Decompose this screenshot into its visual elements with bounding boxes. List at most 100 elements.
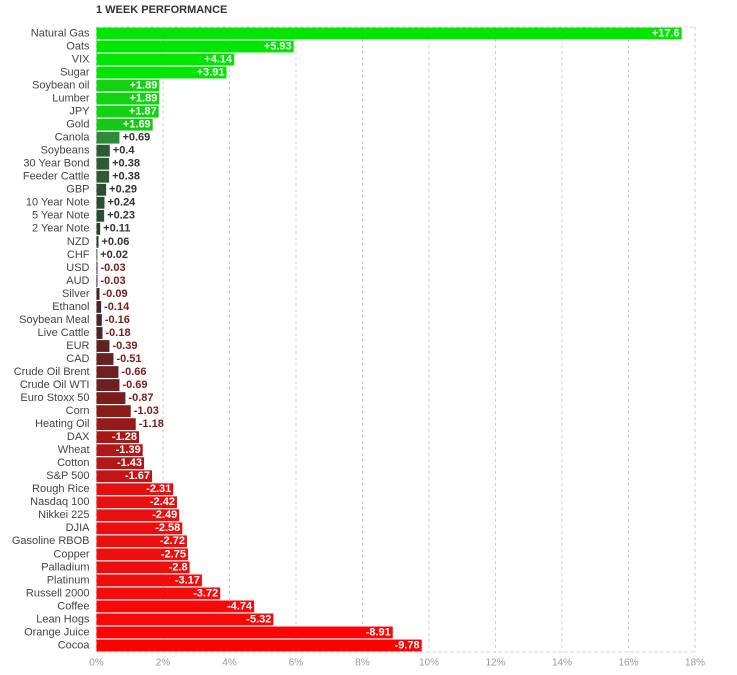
y-tick-label: EUR bbox=[66, 340, 89, 352]
bar bbox=[96, 144, 110, 157]
x-tick-label: 18% bbox=[685, 658, 705, 669]
bar bbox=[96, 366, 119, 378]
x-tick-label: 2% bbox=[156, 658, 171, 669]
value-label: -0.87 bbox=[128, 392, 153, 404]
value-label: -8.91 bbox=[366, 626, 391, 638]
bar bbox=[96, 235, 99, 248]
y-tick-label: GBP bbox=[66, 184, 89, 196]
y-tick-label: S&P 500 bbox=[46, 470, 89, 482]
value-label: -0.51 bbox=[116, 353, 141, 365]
bar bbox=[96, 196, 105, 209]
bar bbox=[96, 327, 103, 339]
y-tick-label: Crude Oil Brent bbox=[14, 366, 90, 378]
value-label: -2.75 bbox=[161, 548, 186, 560]
bar bbox=[96, 444, 143, 457]
y-tick-label: USD bbox=[66, 262, 89, 274]
y-tick-label: Silver bbox=[62, 288, 90, 300]
value-label: -2.49 bbox=[152, 509, 177, 521]
y-tick-label: Crude Oil WTI bbox=[20, 379, 90, 391]
value-label: -1.39 bbox=[116, 444, 141, 456]
y-tick-label: Soybean oil bbox=[32, 80, 90, 92]
bar bbox=[96, 274, 98, 287]
y-tick-label: Copper bbox=[53, 548, 89, 560]
value-label: -1.18 bbox=[139, 418, 164, 430]
x-tick-label: 12% bbox=[485, 658, 505, 669]
value-label: +1.89 bbox=[129, 93, 157, 105]
y-tick-label: Nikkei 225 bbox=[38, 509, 89, 521]
y-tick-label: Platinum bbox=[47, 574, 90, 586]
bar bbox=[96, 301, 102, 313]
x-tick-label: 8% bbox=[355, 658, 370, 669]
bar bbox=[96, 626, 393, 639]
y-tick-label: NZD bbox=[67, 236, 90, 248]
bar bbox=[96, 509, 180, 522]
y-tick-label: AUD bbox=[66, 275, 89, 287]
y-tick-label: JPY bbox=[69, 106, 90, 118]
y-tick-label: Cotton bbox=[57, 457, 89, 469]
y-tick-label: Lean Hogs bbox=[36, 613, 90, 625]
y-tick-label: Lumber bbox=[52, 93, 90, 105]
y-tick-label: Soybeans bbox=[41, 145, 90, 157]
y-tick-label: Natural Gas bbox=[31, 27, 90, 39]
x-tick-label: 0% bbox=[89, 658, 104, 669]
value-label: +0.06 bbox=[101, 236, 129, 248]
bar bbox=[96, 353, 114, 365]
value-label: +0.69 bbox=[122, 132, 150, 144]
value-label: +17.6 bbox=[652, 27, 680, 39]
value-label: +4.14 bbox=[204, 53, 233, 65]
bar bbox=[96, 483, 174, 496]
y-tick-label: CAD bbox=[66, 353, 89, 365]
y-tick-label: 5 Year Note bbox=[32, 210, 90, 222]
y-tick-label: Ethanol bbox=[52, 301, 89, 313]
y-tick-label: Rough Rice bbox=[32, 483, 89, 495]
y-tick-label: Palladium bbox=[41, 561, 89, 573]
bar bbox=[96, 183, 107, 196]
value-label: -0.09 bbox=[102, 288, 127, 300]
bar bbox=[96, 209, 105, 222]
value-label: +1.69 bbox=[123, 119, 151, 131]
y-tick-label: Euro Stoxx 50 bbox=[20, 392, 89, 404]
y-tick-label: Orange Juice bbox=[24, 626, 89, 638]
value-label: +0.29 bbox=[109, 184, 137, 196]
bar bbox=[96, 314, 102, 326]
value-label: -0.39 bbox=[112, 340, 137, 352]
value-label: -9.78 bbox=[395, 639, 420, 651]
x-tick-label: 10% bbox=[419, 658, 439, 669]
y-tick-label: Oats bbox=[66, 40, 90, 52]
y-tick-label: 2 Year Note bbox=[32, 223, 90, 235]
value-label: -1.03 bbox=[134, 405, 159, 417]
bar bbox=[96, 170, 110, 183]
bar bbox=[96, 574, 202, 587]
value-label: +0.24 bbox=[107, 197, 136, 209]
bar bbox=[96, 613, 274, 626]
bar bbox=[96, 66, 227, 79]
value-label: -0.14 bbox=[104, 301, 130, 313]
y-tick-label: Live Cattle bbox=[38, 327, 90, 339]
y-tick-label: Soybean Meal bbox=[19, 314, 89, 326]
bar bbox=[96, 392, 126, 405]
value-label: -2.42 bbox=[150, 496, 175, 508]
bar bbox=[96, 405, 131, 418]
bar bbox=[96, 118, 153, 131]
y-tick-label: Wheat bbox=[58, 444, 90, 456]
bar bbox=[96, 131, 120, 144]
value-label: +1.87 bbox=[129, 106, 157, 118]
bar bbox=[96, 418, 136, 431]
value-label: -0.03 bbox=[100, 275, 125, 287]
value-label: -2.72 bbox=[160, 535, 185, 547]
y-tick-label: DJIA bbox=[66, 522, 91, 534]
value-label: -4.74 bbox=[227, 600, 253, 612]
bar bbox=[96, 79, 160, 92]
y-tick-label: VIX bbox=[72, 53, 90, 65]
value-label: -0.69 bbox=[122, 379, 147, 391]
y-tick-label: Gasoline RBOB bbox=[12, 535, 90, 547]
y-tick-label: Nasdaq 100 bbox=[30, 496, 89, 508]
bar bbox=[96, 561, 190, 574]
y-tick-label: Corn bbox=[66, 405, 90, 417]
y-tick-label: Canola bbox=[55, 132, 91, 144]
bar bbox=[96, 587, 221, 600]
x-tick-label: 6% bbox=[289, 658, 304, 669]
bar bbox=[96, 522, 183, 535]
